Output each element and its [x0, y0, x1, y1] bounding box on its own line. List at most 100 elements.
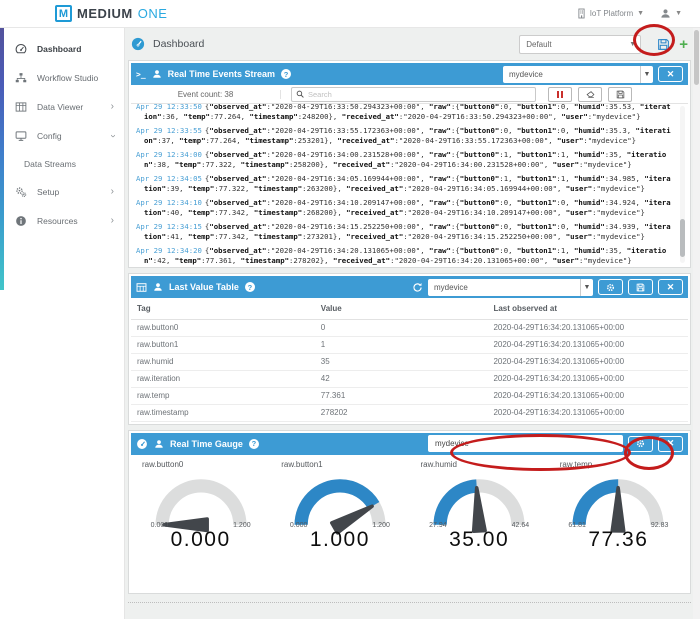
caret-down-icon: ▼ [637, 10, 645, 17]
table-icon [136, 282, 147, 292]
gauge-close-button[interactable]: ✕ [658, 435, 683, 452]
search-box[interactable] [291, 86, 536, 102]
user-menu[interactable]: ▼ [660, 8, 682, 19]
events-device-select-value: mydevice [509, 69, 543, 79]
export-stream-button[interactable] [608, 86, 632, 102]
help-icon[interactable]: ? [248, 438, 259, 449]
add-widget-button[interactable]: + [679, 35, 688, 53]
events-panel-title: Real Time Events Stream [167, 69, 276, 79]
gauge-label: raw.temp [559, 459, 593, 469]
sidebar-item-resources[interactable]: Resources › [0, 206, 124, 235]
save-icon [636, 283, 645, 291]
gauge-needle [610, 485, 626, 533]
close-icon: ✕ [666, 438, 675, 448]
event-count: Event count: 38 [131, 89, 281, 99]
chevron-right-icon: › [110, 185, 114, 197]
events-device-select[interactable]: mydevice ▼ [503, 65, 653, 83]
gauge-panel-title: Real Time Gauge [170, 438, 243, 449]
gauge-label: raw.humid [420, 459, 457, 469]
brand-logo[interactable]: M MEDIUM ONE [55, 5, 167, 22]
gauge-max-label: 1.200 [233, 521, 251, 529]
sidebar-accent-strip [0, 28, 4, 290]
page-header: Dashboard Default ▼ + [128, 28, 691, 60]
resize-divider [128, 601, 691, 603]
log-scrollbar[interactable] [680, 106, 685, 263]
terminal-icon: >_ [136, 69, 146, 79]
dashboard-select-value: Default [526, 39, 552, 49]
save-icon [658, 38, 670, 50]
dashboard-select[interactable]: Default ▼ [519, 34, 642, 54]
gauge-raw-temp: raw.temp 61.81 92.83 77.36 [549, 460, 688, 591]
sidebar-item-workflow-studio[interactable]: Workflow Studio [0, 63, 124, 92]
table-save-button[interactable] [628, 279, 653, 295]
gauge-min-label: 27.94 [429, 521, 447, 529]
platform-menu[interactable]: IoT Platform ▼ [577, 8, 644, 19]
sidebar-item-label: Workflow Studio [37, 72, 99, 83]
save-dashboard-button[interactable] [657, 38, 670, 51]
gauge-label: raw.button1 [281, 459, 323, 469]
column-header-last-observed[interactable]: Last observed at [487, 298, 688, 320]
gear-icon [636, 439, 645, 448]
user-icon [155, 439, 163, 448]
page-title: Dashboard [153, 38, 205, 50]
events-close-button[interactable]: ✕ [658, 66, 683, 82]
page-scrollbar[interactable] [693, 28, 700, 619]
gauge-device-input[interactable] [428, 435, 623, 452]
help-icon[interactable]: ? [281, 69, 292, 79]
dashboard-icon [131, 37, 145, 51]
events-panel: >_ Real Time Events Stream ? mydevice ▼ … [128, 60, 691, 268]
sidebar-item-dashboard[interactable]: Dashboard [0, 34, 124, 63]
table-panel-header: Last Value Table ? mydevice ▼ [131, 276, 688, 298]
table-device-select[interactable]: mydevice ▼ [428, 278, 593, 296]
table-icon [15, 101, 27, 112]
sidebar-item-label: Config [37, 130, 62, 141]
sidebar-item-label: Data Streams [24, 158, 76, 169]
gauge-value: 1.000 [309, 527, 370, 551]
gauge-settings-button[interactable] [628, 435, 653, 452]
event-log[interactable]: Apr 29 12:33:50 {"observed_at":"2020-04-2… [131, 104, 688, 265]
log-entry: Apr 29 12:33:50 {"observed_at":"2020-04-2… [136, 104, 671, 121]
sidebar-item-data-viewer[interactable]: Data Viewer › [0, 92, 124, 121]
table-close-button[interactable]: ✕ [658, 279, 683, 295]
column-header-value[interactable]: Value [314, 298, 488, 320]
desktop-icon [15, 130, 27, 141]
topbar: M MEDIUM ONE IoT Platform ▼ ▼ [0, 0, 700, 28]
gauge-raw-button1: raw.button1 0.000 1.200 1.000 [270, 460, 409, 591]
sidebar-item-config[interactable]: Config › [0, 121, 124, 150]
sidebar-item-setup[interactable]: Setup › [0, 177, 124, 206]
save-icon [616, 90, 624, 98]
events-toolbar: Event count: 38 [131, 85, 688, 104]
platform-label: IoT Platform [589, 9, 634, 18]
chevron-down-icon: › [107, 133, 119, 138]
table-settings-button[interactable] [598, 279, 623, 295]
last-value-table: Tag Value Last observed at raw.button0 0 2… [131, 298, 688, 422]
events-panel-header: >_ Real Time Events Stream ? mydevice ▼ … [131, 63, 688, 85]
search-input[interactable] [308, 89, 531, 99]
clear-stream-button[interactable] [578, 86, 602, 102]
sidebar-item-data-streams[interactable]: Data Streams [0, 150, 124, 177]
table-row: raw.button0 0 2020-04-29T16:34:20.131065+0… [131, 319, 688, 337]
gauge-needle [161, 516, 209, 532]
gears-icon [16, 186, 27, 197]
pause-stream-button[interactable] [548, 86, 572, 102]
gauge-dial [294, 478, 386, 535]
log-entry: Apr 29 12:34:20 {"observed_at":"2020-04-2… [136, 246, 667, 265]
refresh-icon[interactable] [412, 282, 423, 293]
log-entry: Apr 29 12:33:55 {"observed_at":"2020-04-2… [136, 126, 671, 145]
close-icon: ✕ [666, 68, 675, 79]
sidebar-item-label: Dashboard [37, 43, 82, 54]
gauge-max-label: 42.64 [511, 521, 530, 529]
table-panel-title: Last Value Table [169, 282, 239, 292]
last-value-table-panel: Last Value Table ? mydevice ▼ [128, 273, 691, 425]
table-row: raw.temp 77.361 2020-04-29T16:34:20.131065… [131, 387, 688, 405]
table-row: raw.iteration 42 2020-04-29T16:34:20.13106… [131, 370, 688, 388]
sidebar-item-label: Resources [37, 215, 78, 226]
caret-down-icon: ▼ [629, 40, 637, 48]
column-header-tag[interactable]: Tag [131, 298, 315, 320]
page-scrollbar-thumb[interactable] [694, 30, 699, 85]
help-icon[interactable]: ? [244, 282, 255, 292]
log-scrollbar-thumb[interactable] [680, 219, 685, 257]
caret-down-icon: ▼ [675, 10, 682, 17]
user-icon [661, 9, 670, 18]
sitemap-icon [15, 72, 27, 82]
